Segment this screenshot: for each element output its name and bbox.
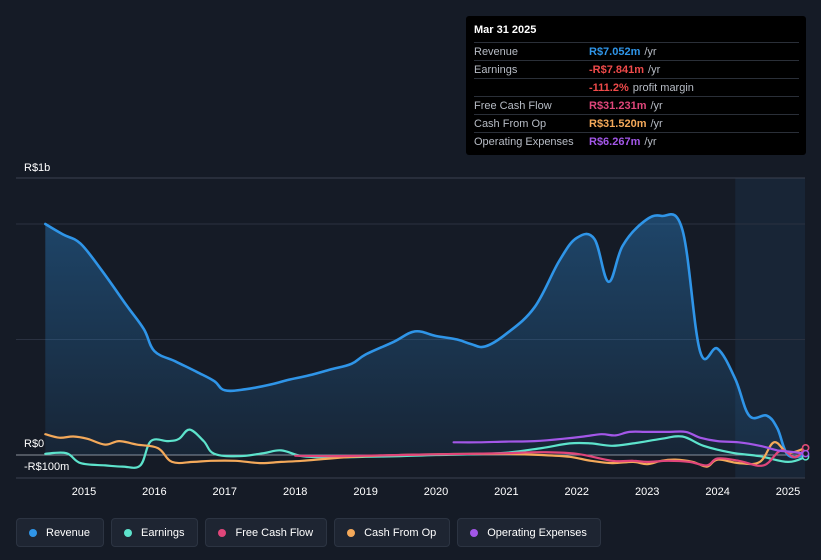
tooltip-label: Earnings xyxy=(474,63,518,76)
x-tick-label: 2022 xyxy=(565,486,589,498)
tooltip-row: -111.2% profit margin xyxy=(474,78,799,96)
tooltip-value: R$31.231m xyxy=(589,99,647,112)
series-layer xyxy=(44,213,810,469)
y-label-zero: R$0 xyxy=(24,438,44,450)
legend-dot-icon xyxy=(124,528,133,537)
legend-dot-icon xyxy=(218,528,227,537)
tooltip-unit: profit margin xyxy=(632,81,694,94)
legend-item-earnings[interactable]: Earnings xyxy=(111,518,199,547)
x-tick-label: 2021 xyxy=(494,486,518,498)
legend-label: Free Cash Flow xyxy=(235,526,314,539)
x-tick-label: 2018 xyxy=(283,486,307,498)
series-endpoint-operating-expenses xyxy=(801,449,810,458)
x-tick-label: 2015 xyxy=(72,486,96,498)
tooltip-date: Mar 31 2025 xyxy=(474,24,537,36)
legend: Revenue Earnings Free Cash Flow Cash From O… xyxy=(16,518,601,547)
legend-item-free-cash-flow[interactable]: Free Cash Flow xyxy=(205,518,328,547)
legend-item-operating-expenses[interactable]: Operating Expenses xyxy=(457,518,601,547)
legend-item-cash-from-op[interactable]: Cash From Op xyxy=(334,518,451,547)
legend-dot-icon xyxy=(347,528,356,537)
series-line-free-cash-flow xyxy=(294,446,807,467)
tooltip-unit: /yr xyxy=(644,135,657,148)
legend-dot-icon xyxy=(470,528,479,537)
legend-label: Cash From Op xyxy=(364,526,437,539)
x-tick-label: 2025 xyxy=(776,486,800,498)
tooltip-row: Free Cash Flow R$31.231m/yr xyxy=(474,96,799,114)
tooltip-unit: /yr xyxy=(644,45,657,58)
x-tick-label: 2019 xyxy=(353,486,377,498)
tooltip-row: Cash From Op R$31.520m/yr xyxy=(474,114,799,132)
tooltip-label: Cash From Op xyxy=(474,117,547,130)
tooltip-value: R$6.267m xyxy=(589,135,641,148)
tooltip-row: Revenue R$7.052m/yr xyxy=(474,42,799,60)
tooltip-unit: /yr xyxy=(648,63,661,76)
tooltip-label: Free Cash Flow xyxy=(474,99,552,112)
tooltip-row: Operating Expenses R$6.267m/yr xyxy=(474,132,799,150)
legend-item-revenue[interactable]: Revenue xyxy=(16,518,105,547)
x-tick-label: 2024 xyxy=(705,486,729,498)
tooltip-rows: Revenue R$7.052m/yr Earnings -R$7.841m/yr -1… xyxy=(474,42,799,150)
y-label-top: R$1b xyxy=(24,162,50,174)
tooltip-value: -R$7.841m xyxy=(589,63,645,76)
tooltip-label: Operating Expenses xyxy=(474,135,574,148)
legend-dot-icon xyxy=(29,528,37,537)
x-tick-label: 2017 xyxy=(213,486,237,498)
y-label-bottom: -R$100m xyxy=(24,461,69,473)
legend-label: Operating Expenses xyxy=(487,526,587,539)
series-line-operating-expenses xyxy=(452,430,807,455)
data-tooltip: Mar 31 2025 Revenue R$7.052m/yr Earnings -R… xyxy=(466,16,806,155)
legend-label: Revenue xyxy=(46,526,91,539)
tooltip-value: -111.2% xyxy=(589,81,629,94)
tooltip-row: Earnings -R$7.841m/yr xyxy=(474,60,799,78)
tooltip-value: R$31.520m xyxy=(589,117,647,130)
x-tick-label: 2023 xyxy=(635,486,659,498)
x-axis-ticks: 2015 2016 2017 2018 2019 2020 2021 2022 2023 2024… xyxy=(72,486,800,498)
x-tick-label: 2016 xyxy=(142,486,166,498)
series-area-revenue xyxy=(45,214,806,458)
tooltip-label: Revenue xyxy=(474,45,519,58)
x-tick-label: 2020 xyxy=(424,486,448,498)
legend-label: Earnings xyxy=(141,526,185,539)
tooltip-unit: /yr xyxy=(650,99,663,112)
tooltip-value: R$7.052m xyxy=(589,45,641,58)
series-line-revenue xyxy=(44,213,807,459)
tooltip-unit: /yr xyxy=(650,117,663,130)
